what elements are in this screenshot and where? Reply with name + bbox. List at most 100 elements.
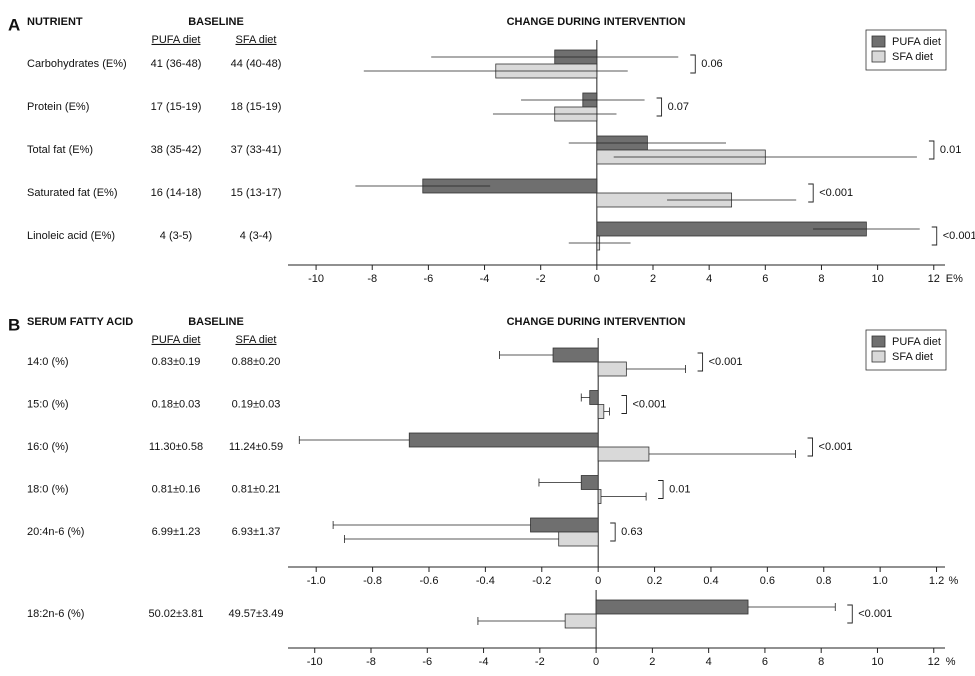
p-bracket [610,522,616,542]
p-bracket [808,183,814,203]
legend-label: PUFA diet [892,36,941,48]
baseline-value: 4 (3-5) [160,230,192,242]
x-tick-label: 2 [650,273,656,285]
x-tick-label: -0.6 [420,575,439,587]
baseline-value: 11.30±0.58 [149,441,203,453]
bar [597,361,627,377]
row-header: NUTRIENT [27,16,83,28]
p-value: 0.07 [668,101,689,113]
baseline-value: 0.81±0.16 [152,483,201,495]
x-tick-label: -6 [422,656,432,668]
legend-swatch [871,35,886,48]
bar [408,432,599,448]
baseline-value: 0.81±0.21 [232,483,281,495]
x-tick-label: 0.8 [816,575,831,587]
p-value: <0.001 [632,398,666,410]
x-tick-label: 0.4 [703,575,718,587]
error-bar [648,450,796,458]
baseline-header: BASELINE [188,316,244,328]
baseline-value: 37 (33-41) [231,144,282,156]
error-bar [298,436,410,444]
baseline-value: 6.99±1.23 [152,526,201,538]
baseline-value: 44 (40-48) [231,58,282,70]
x-tick-label: 0.2 [647,575,662,587]
baseline-value: 0.83±0.19 [152,356,201,368]
bar [597,404,605,419]
x-axis-label: E% [946,273,963,285]
baseline-value: 11.24±0.59 [229,441,283,453]
baseline-column: PUFA diet [152,334,201,346]
x-tick-label: 0 [595,575,601,587]
baseline-value: 41 (36-48) [151,58,202,70]
baseline-value: 0.18±0.03 [152,398,201,410]
x-tick-label: 12 [928,656,940,668]
p-bracket [658,480,664,499]
legend-label: SFA diet [892,51,933,63]
row-label: Protein (E%) [27,101,89,113]
p-bracket [656,97,663,117]
x-tick-label: -8 [367,273,377,285]
bar [552,347,599,363]
x-tick-label: 4 [706,273,712,285]
bar [597,489,602,504]
baseline-value: 16 (14-18) [151,187,202,199]
baseline-value: 17 (15-19) [151,101,202,113]
p-value: 0.06 [701,58,722,70]
baseline-value: 18 (15-19) [231,101,282,113]
legend-swatch [871,335,886,348]
x-tick-label: 6 [762,656,768,668]
bar [580,475,599,490]
legend-label: SFA diet [892,351,933,363]
x-tick-label: -4 [479,656,489,668]
baseline-value: 0.19±0.03 [232,398,281,410]
error-bar [580,393,590,402]
bar [597,446,650,462]
legend-swatch [871,350,886,363]
p-bracket [928,140,935,160]
p-bracket [807,437,814,457]
x-tick-label: 8 [818,656,824,668]
baseline-value: 0.88±0.20 [232,356,281,368]
x-tick-label: 4 [706,656,712,668]
baseline-header: BASELINE [188,16,244,28]
x-tick-label: -8 [366,656,376,668]
baseline-value: 4 (3-4) [240,230,272,242]
p-value: <0.001 [819,441,853,453]
x-tick-label: 2 [649,656,655,668]
x-tick-label: -0.8 [363,575,382,587]
row-label: Saturated fat (E%) [27,187,118,199]
baseline-column: PUFA diet [152,34,201,46]
x-tick-label: 12 [928,273,940,285]
chart-title: CHANGE DURING INTERVENTION [507,316,686,328]
p-value: <0.001 [709,356,743,368]
x-tick-label: 1.2 [929,575,944,587]
row-label: 20:4n-6 (%) [27,526,84,538]
legend-swatch [871,50,886,63]
x-tick-label: -0.2 [532,575,551,587]
baseline-value: 6.93±1.37 [232,526,281,538]
error-bar [332,521,531,529]
bar [564,613,597,629]
baseline-value: 50.02±3.81 [149,608,204,620]
bar [589,390,599,405]
error-bar [626,365,686,373]
x-tick-label: -6 [423,273,433,285]
row-label: 18:0 (%) [27,483,69,495]
x-tick-label: 6 [762,273,768,285]
baseline-value: 38 (35-42) [151,144,202,156]
panel-letter: B [8,315,20,334]
row-header: SERUM FATTY ACID [27,316,133,328]
p-value: <0.001 [943,230,975,242]
x-tick-label: 0 [594,273,600,285]
p-bracket [697,352,704,372]
baseline-column: SFA diet [236,34,277,46]
error-bar [600,492,647,501]
p-value: 0.01 [940,144,961,156]
x-tick-label: -10 [308,273,324,285]
row-label: 15:0 (%) [27,398,69,410]
x-tick-label: 1.0 [872,575,887,587]
p-value: 0.01 [669,483,690,495]
x-axis-label: % [949,575,959,587]
p-value: <0.001 [858,608,892,620]
